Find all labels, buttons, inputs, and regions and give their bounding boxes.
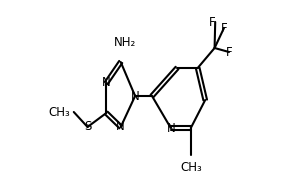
Text: F: F [221,22,227,35]
Text: F: F [226,45,232,59]
Text: NH₂: NH₂ [114,36,136,49]
Text: N: N [116,121,125,134]
Text: CH₃: CH₃ [48,105,70,118]
Text: CH₃: CH₃ [180,160,202,174]
Text: F: F [208,15,215,29]
Text: N: N [166,121,175,135]
Text: S: S [84,121,91,134]
Text: N: N [102,77,111,89]
Text: N: N [131,89,139,102]
